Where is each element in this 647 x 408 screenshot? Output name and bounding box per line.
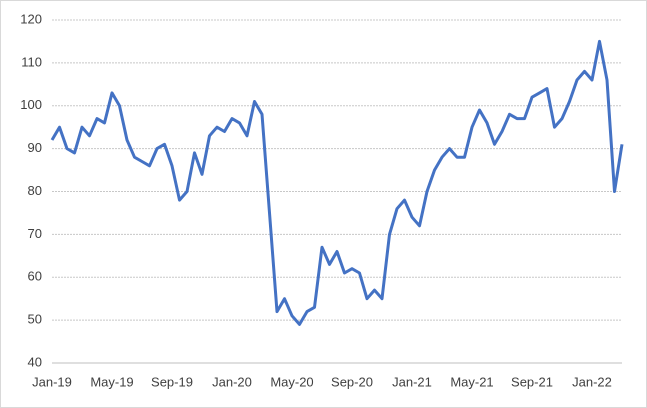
x-tick-label: Jan-20	[212, 374, 252, 389]
y-tick-label: 40	[28, 354, 42, 369]
x-tick-label: Jan-19	[32, 374, 72, 389]
y-tick-label: 120	[20, 11, 42, 26]
x-tick-label: May-20	[270, 374, 313, 389]
y-tick-label: 50	[28, 312, 42, 327]
x-tick-label: Jan-22	[572, 374, 612, 389]
y-tick-label: 80	[28, 183, 42, 198]
y-tick-label: 70	[28, 226, 42, 241]
x-tick-label: May-21	[450, 374, 493, 389]
y-tick-label: 100	[20, 97, 42, 112]
x-tick-label: Sep-20	[331, 374, 373, 389]
y-tick-label: 60	[28, 269, 42, 284]
x-tick-label: Jan-21	[392, 374, 432, 389]
x-tick-label: Sep-21	[511, 374, 553, 389]
x-tick-label: Sep-19	[151, 374, 193, 389]
line-series	[50, 39, 624, 326]
x-tick-label: May-19	[90, 374, 133, 389]
y-tick-label: 110	[21, 54, 42, 69]
y-tick-label: 90	[28, 140, 42, 155]
